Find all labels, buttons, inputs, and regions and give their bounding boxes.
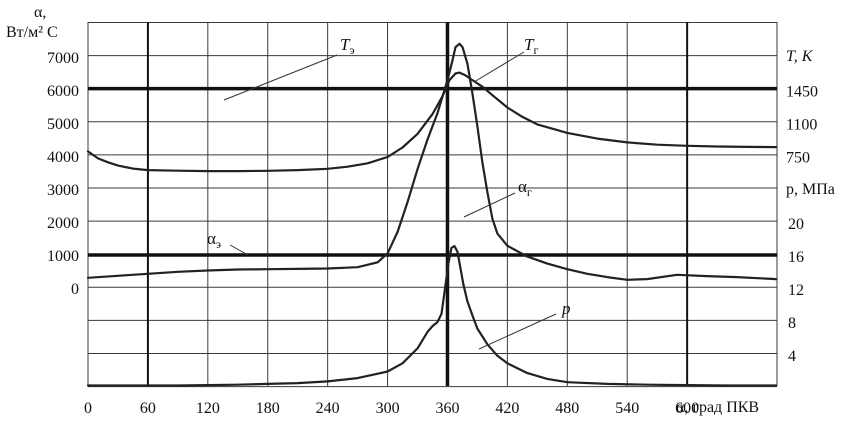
left-tick-label: 0: [71, 281, 79, 298]
annotation-alpha-e: αэ: [207, 229, 221, 251]
grid: [87, 22, 778, 388]
annotation-T-e: Tэ: [340, 35, 355, 57]
left-tick-label: 6000: [47, 83, 79, 100]
annotation-leader-line: [473, 51, 525, 83]
annotation-alpha-g: αг: [518, 177, 532, 199]
x-tick-label: 360: [435, 400, 459, 417]
left-tick-label: 2000: [47, 215, 79, 232]
right-p-tick-label: 8: [788, 315, 796, 332]
annotation-T-g: Tг: [524, 35, 538, 57]
x-tick-label: 300: [376, 400, 400, 417]
x-tick-label: 480: [555, 400, 579, 417]
x-tick-label: 0: [84, 400, 92, 417]
left-tick-label: 5000: [47, 116, 79, 133]
series-curves: [86, 42, 778, 387]
annotation-leader-line: [478, 313, 557, 350]
right-p-tick-label: 4: [788, 348, 796, 365]
x-tick-label: 60: [140, 400, 156, 417]
left-tick-label: 7000: [47, 50, 79, 67]
left-axis-title-line1: α,: [34, 4, 46, 21]
annotation-leader-line: [463, 192, 516, 218]
annotation-leader-line: [229, 244, 249, 256]
left-tick-label: 4000: [47, 149, 79, 166]
x-axis-title: α, град ПКВ: [676, 399, 759, 416]
right-axis-title-p: p, МПа: [786, 181, 835, 198]
right-p-tick-label: 12: [788, 282, 804, 299]
series-line-p: [86, 245, 778, 387]
left-axis-title-line2: Вт/м² С: [6, 24, 58, 41]
right-p-tick-label: 16: [788, 249, 804, 266]
labels: α, Вт/м² С T, K p, МПа α, град ПКВ 0 60 12…: [6, 4, 835, 417]
right-p-tick-label: 20: [788, 216, 804, 233]
x-tick-label: 240: [316, 400, 340, 417]
right-T-tick-label: 750: [786, 150, 810, 167]
x-tick-label: 600: [675, 400, 699, 417]
right-T-tick-label: 1450: [786, 84, 818, 101]
x-tick-label: 180: [256, 400, 280, 417]
left-tick-label: 1000: [47, 248, 79, 265]
x-tick-label: 420: [495, 400, 519, 417]
x-tick-label: 540: [615, 400, 639, 417]
annotation-p: p: [561, 299, 571, 318]
right-T-tick-label: 1100: [786, 117, 817, 134]
right-axis-title-T: T, K: [786, 48, 814, 65]
x-tick-label: 120: [196, 400, 220, 417]
annotation-leader-line: [223, 54, 338, 101]
series-line-alpha: [86, 42, 778, 281]
left-tick-label: 3000: [47, 182, 79, 199]
